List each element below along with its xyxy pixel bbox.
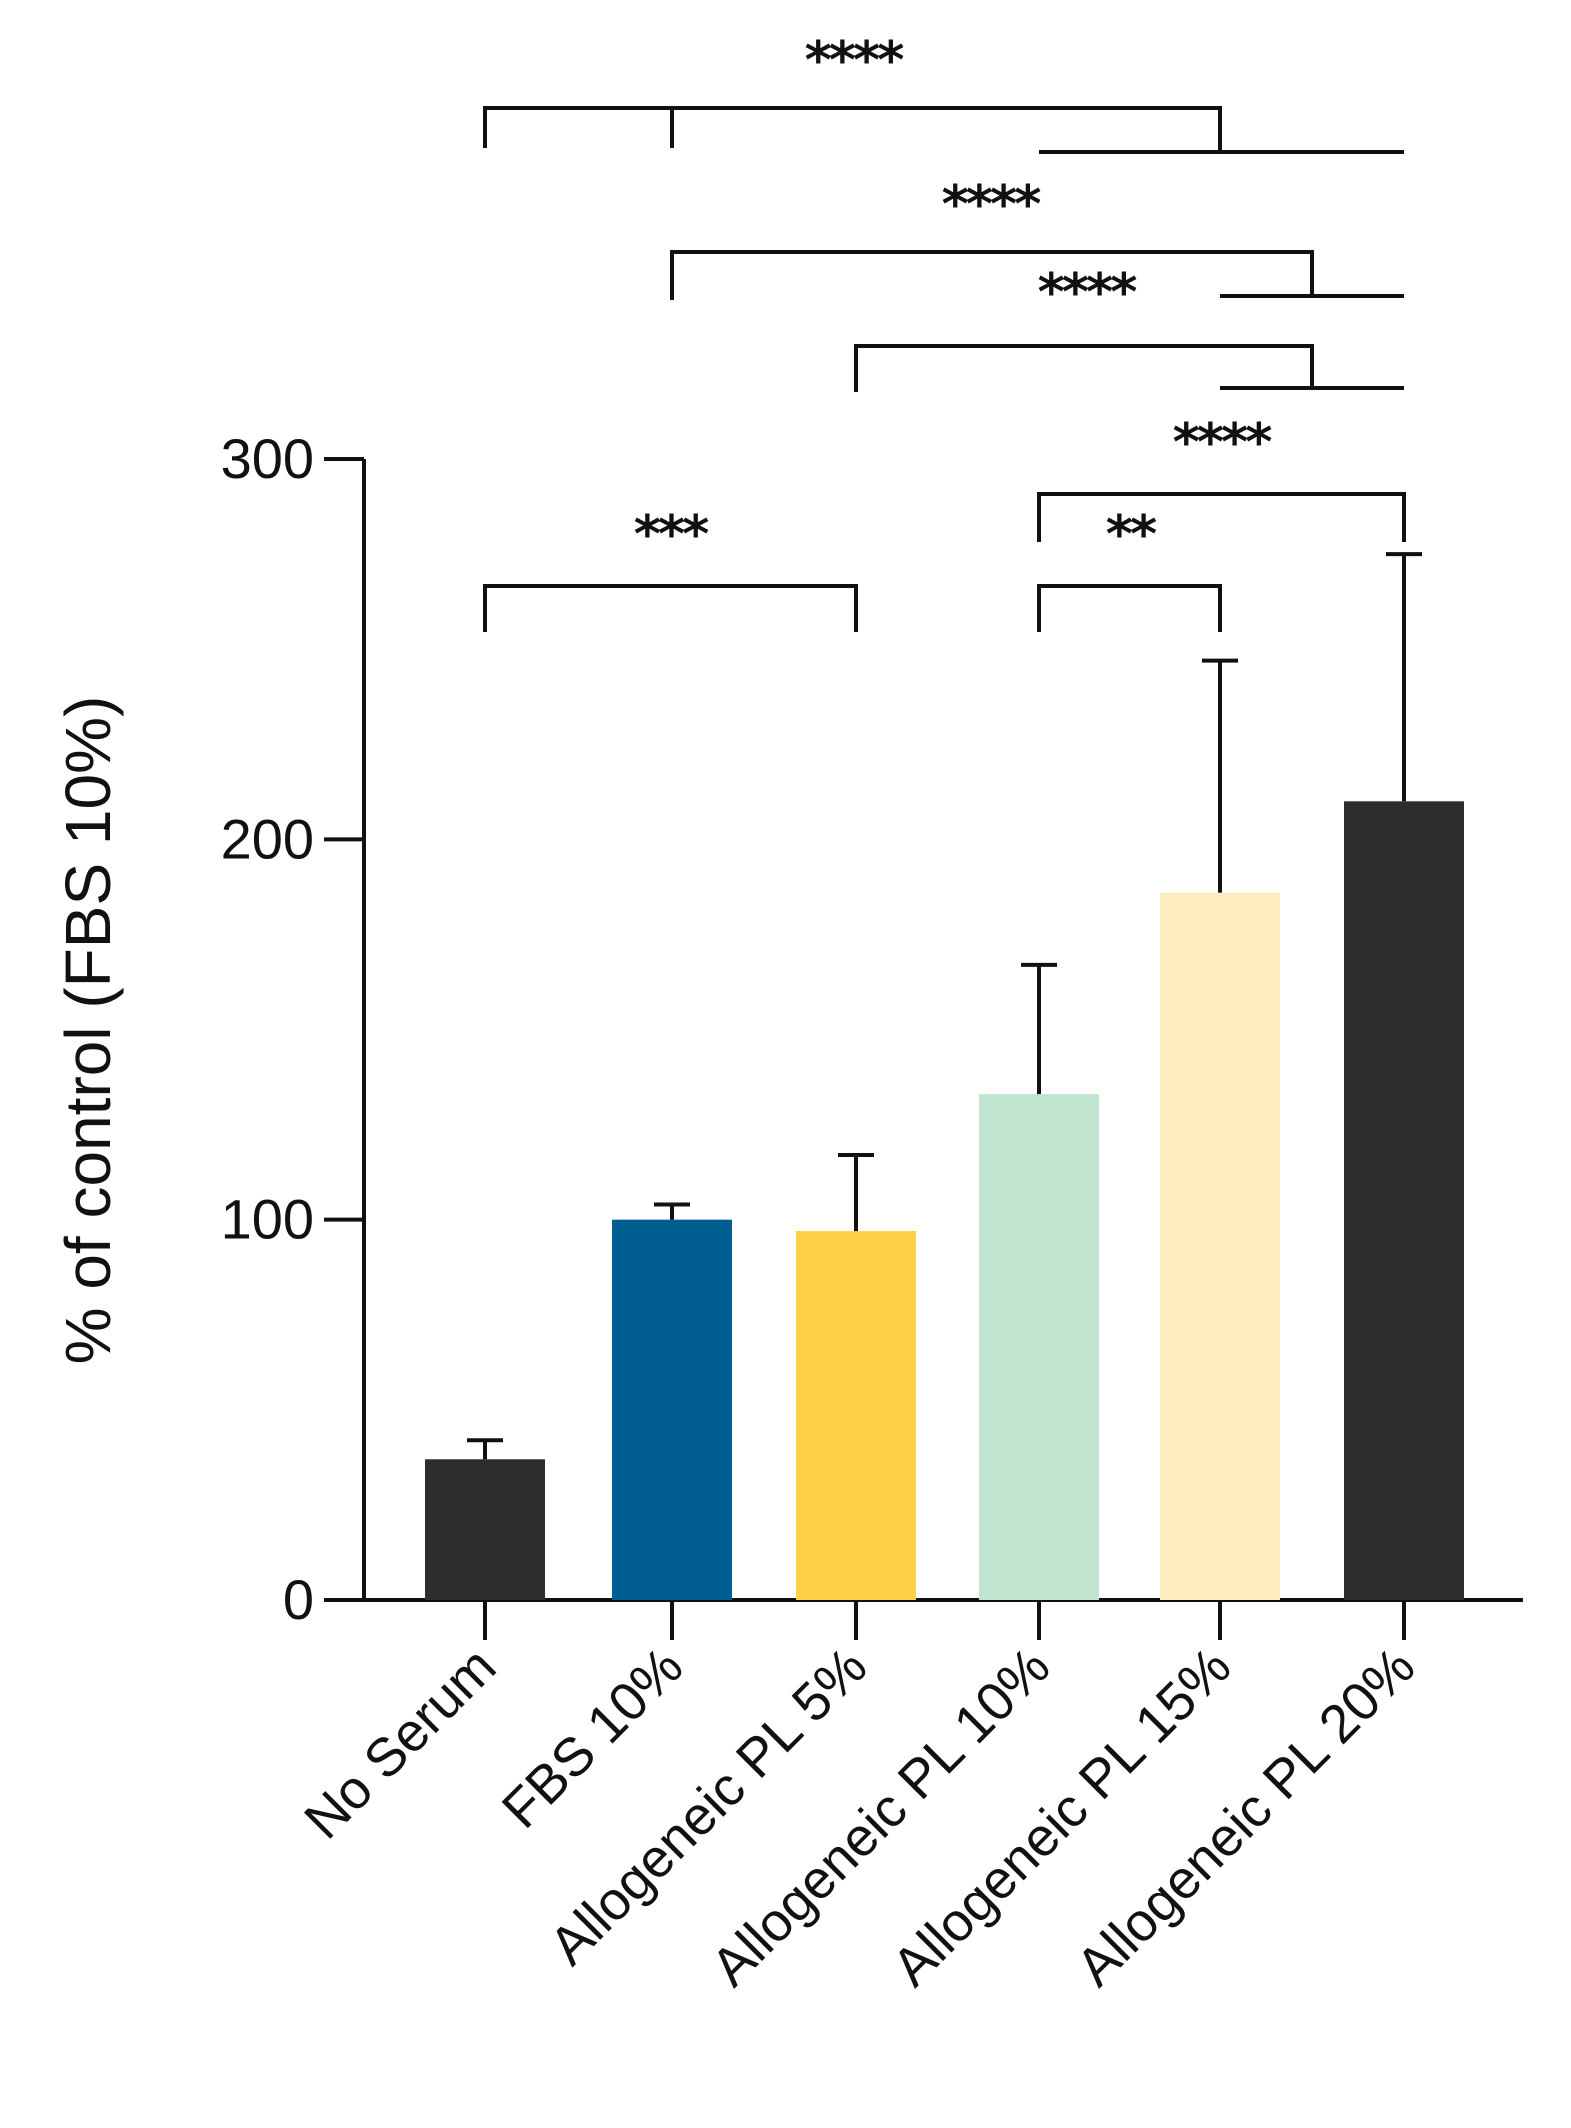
y-tick-label: 0 bbox=[283, 1568, 314, 1631]
significance-label: **** bbox=[805, 31, 905, 91]
bracket-outer-1 bbox=[483, 106, 1222, 152]
bracket-outer-2 bbox=[670, 250, 1314, 300]
x-category-label: No Serum bbox=[293, 1636, 507, 1850]
axes bbox=[324, 457, 1523, 1640]
bar bbox=[425, 1459, 545, 1600]
bracket-4 bbox=[1037, 492, 1406, 542]
significance-label: **** bbox=[1038, 263, 1138, 323]
significance-label: **** bbox=[1173, 413, 1273, 473]
y-axis-title: % of control (FBS 10%) bbox=[52, 696, 124, 1365]
x-category-label: Allogeneic PL 20% bbox=[1065, 1636, 1427, 1998]
bar bbox=[979, 1094, 1099, 1600]
bar bbox=[796, 1231, 916, 1600]
x-category-label: Allogeneic PL 5% bbox=[538, 1636, 878, 1976]
bar bbox=[612, 1219, 732, 1600]
bracket-outer-3 bbox=[854, 344, 1314, 392]
x-category-label: Allogeneic PL 15% bbox=[881, 1636, 1243, 1998]
significance-label: **** bbox=[942, 175, 1042, 235]
x-category-label: Allogeneic PL 10% bbox=[700, 1636, 1062, 1998]
bracket-6 bbox=[1037, 584, 1222, 632]
bar bbox=[1160, 892, 1280, 1600]
significance-label: *** bbox=[634, 505, 709, 565]
significance-label: ** bbox=[1106, 505, 1157, 565]
error-bars bbox=[467, 552, 1422, 1460]
bars bbox=[425, 801, 1464, 1600]
bracket-5 bbox=[483, 584, 858, 632]
y-tick-label: 200 bbox=[221, 807, 314, 870]
bar bbox=[1344, 801, 1464, 1600]
significance-brackets bbox=[483, 106, 1406, 632]
y-tick-label: 100 bbox=[221, 1188, 314, 1251]
y-tick-label: 300 bbox=[221, 427, 314, 490]
